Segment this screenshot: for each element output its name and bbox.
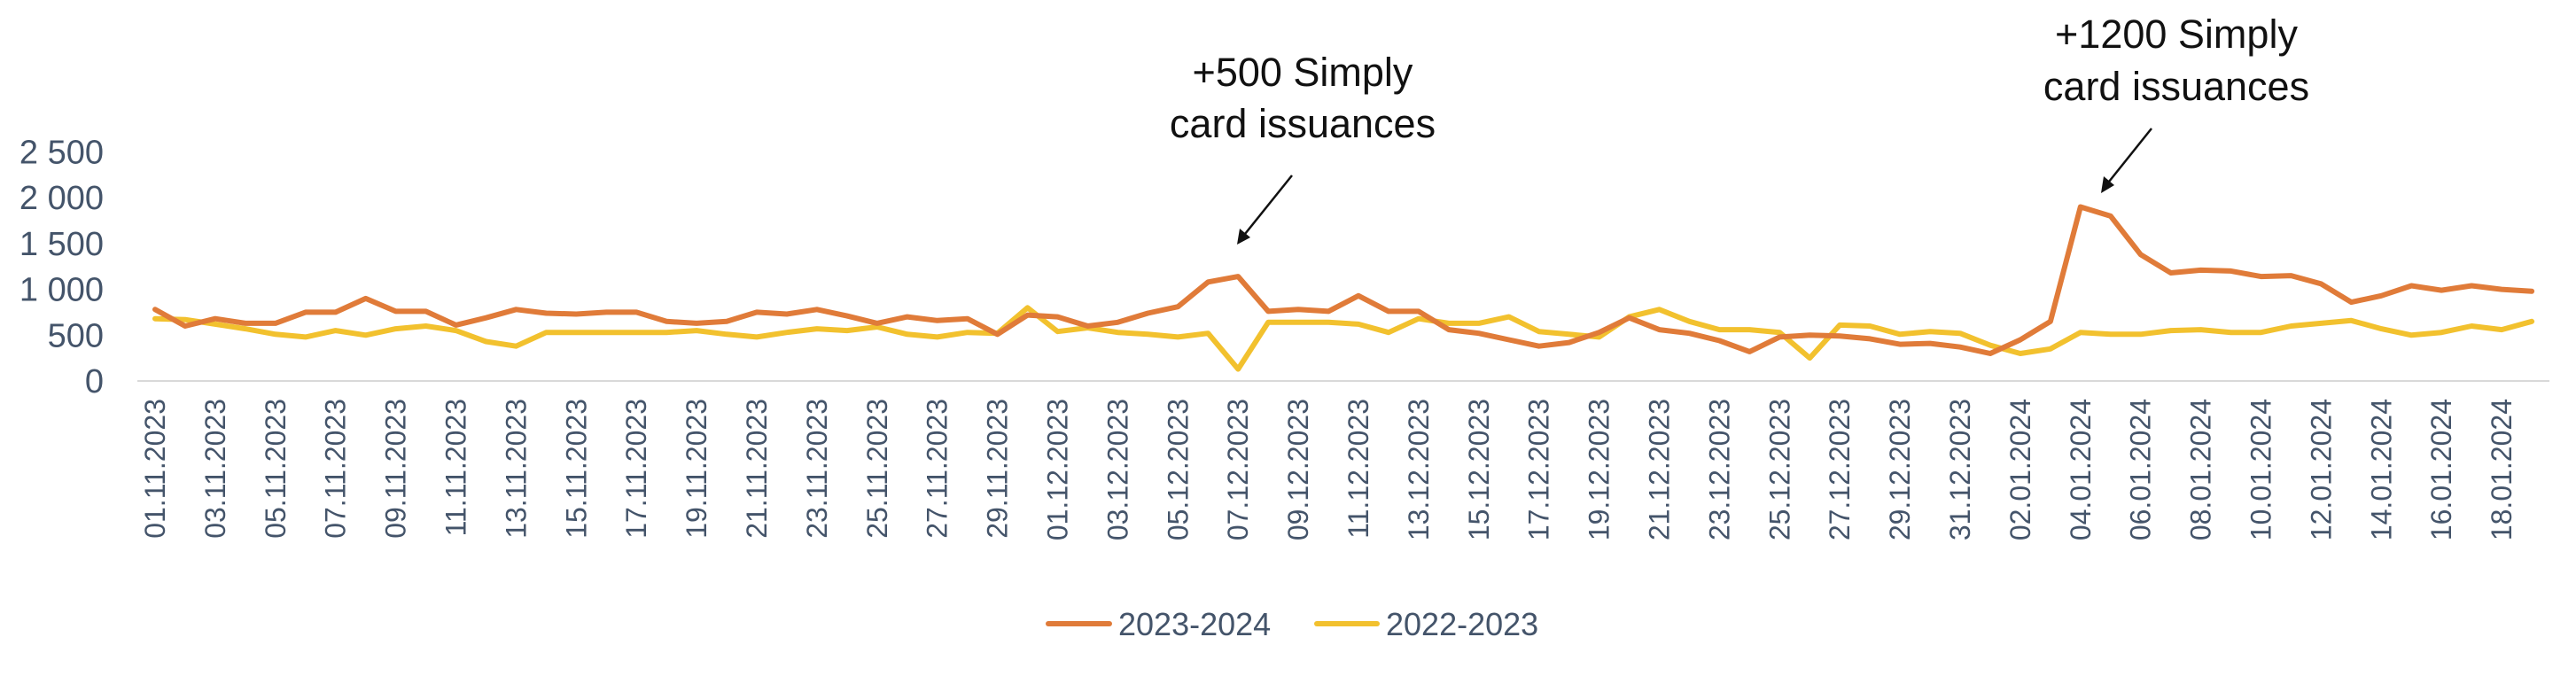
x-tick-label-11-11-2023: 11.11.2023 [440, 399, 472, 536]
annotation-500-line1: +500 Simply [1193, 50, 1413, 95]
y-tick-label-500: 500 [48, 317, 104, 354]
x-tick-label-16-01-2024: 16.01.2024 [2425, 399, 2457, 540]
x-tick-label-01-12-2023: 01.12.2023 [1042, 399, 1074, 540]
x-tick-label-27-12-2023: 27.12.2023 [1824, 399, 1856, 540]
x-tick-label-23-12-2023: 23.12.2023 [1703, 399, 1735, 540]
annotation-500-line2: card issuances [1170, 101, 1436, 146]
y-tick-label-1000: 1 000 [19, 272, 104, 309]
x-tick-label-29-12-2023: 29.12.2023 [1884, 399, 1916, 540]
series-line-2022-2023 [152, 305, 2535, 372]
x-tick-label-19-12-2023: 19.12.2023 [1584, 399, 1615, 540]
x-tick-label-09-11-2023: 09.11.2023 [380, 399, 412, 539]
x-tick-label-29-11-2023: 29.11.2023 [982, 399, 1014, 539]
annotation-1200: +1200 Simply card issuances [2043, 12, 2309, 193]
x-tick-label-23-11-2023: 23.11.2023 [801, 399, 833, 539]
x-tick-label-12-01-2024: 12.01.2024 [2305, 399, 2337, 540]
x-tick-label-02-01-2024: 02.01.2024 [2004, 399, 2036, 540]
x-tick-label-03-11-2023: 03.11.2023 [199, 399, 231, 539]
x-tick-label-07-11-2023: 07.11.2023 [320, 399, 352, 539]
x-tick-label-14-01-2024: 14.01.2024 [2365, 399, 2397, 540]
annotation-1200-line2: card issuances [2043, 64, 2309, 109]
x-axis: 01.11.2023 03.11.2023 05.11.2023 07.11.2023… [139, 399, 2518, 540]
annotation-1200-line1: +1200 Simply [2055, 12, 2298, 57]
y-axis: 0 500 1 000 1 500 2 000 2 500 [19, 135, 104, 401]
x-tick-label-06-01-2024: 06.01.2024 [2125, 399, 2157, 540]
x-tick-label-09-12-2023: 09.12.2023 [1282, 399, 1314, 540]
series-line-2023-2024 [152, 204, 2535, 356]
series-layer [152, 204, 2535, 372]
x-tick-label-15-11-2023: 15.11.2023 [560, 399, 592, 539]
x-tick-label-17-12-2023: 17.12.2023 [1523, 399, 1555, 540]
annotation-500-arrowhead [1237, 229, 1250, 245]
y-tick-label-1500: 1 500 [19, 226, 104, 263]
x-tick-label-07-12-2023: 07.12.2023 [1222, 399, 1254, 540]
x-tick-label-21-11-2023: 21.11.2023 [741, 399, 773, 539]
x-tick-label-05-11-2023: 05.11.2023 [260, 399, 292, 539]
annotation-500-arrow [1241, 175, 1293, 239]
x-tick-label-10-01-2024: 10.01.2024 [2245, 399, 2277, 540]
legend-label-2023-2024: 2023-2024 [1118, 606, 1271, 642]
x-tick-label-25-11-2023: 25.11.2023 [861, 399, 893, 539]
x-tick-label-13-11-2023: 13.11.2023 [500, 399, 532, 539]
x-tick-label-05-12-2023: 05.12.2023 [1162, 399, 1194, 540]
x-tick-label-25-12-2023: 25.12.2023 [1763, 399, 1795, 540]
x-tick-label-08-01-2024: 08.01.2024 [2185, 399, 2217, 540]
x-tick-label-11-12-2023: 11.12.2023 [1342, 399, 1374, 539]
x-tick-label-18-01-2024: 18.01.2024 [2486, 399, 2518, 540]
x-tick-label-17-11-2023: 17.11.2023 [620, 399, 652, 539]
x-tick-label-04-01-2024: 04.01.2024 [2065, 399, 2097, 540]
x-tick-label-27-11-2023: 27.11.2023 [922, 399, 953, 539]
x-tick-label-03-12-2023: 03.12.2023 [1101, 399, 1133, 540]
annotation-500: +500 Simply card issuances [1170, 50, 1436, 245]
legend: 2023-2024 2022-2023 [1046, 606, 1538, 642]
legend-label-2022-2023: 2022-2023 [1386, 606, 1538, 642]
x-tick-label-21-12-2023: 21.12.2023 [1644, 399, 1676, 540]
y-tick-label-2000: 2 000 [19, 180, 104, 217]
x-tick-label-19-11-2023: 19.11.2023 [681, 399, 712, 539]
annotation-1200-arrowhead [2101, 176, 2114, 193]
x-tick-label-15-12-2023: 15.12.2023 [1463, 399, 1495, 540]
y-tick-label-0: 0 [85, 363, 104, 400]
annotation-1200-arrow [2105, 128, 2152, 187]
x-tick-label-31-12-2023: 31.12.2023 [1944, 399, 1976, 540]
x-tick-label-13-12-2023: 13.12.2023 [1403, 399, 1435, 540]
x-tick-label-01-11-2023: 01.11.2023 [139, 399, 171, 539]
y-tick-label-2500: 2 500 [19, 135, 104, 172]
